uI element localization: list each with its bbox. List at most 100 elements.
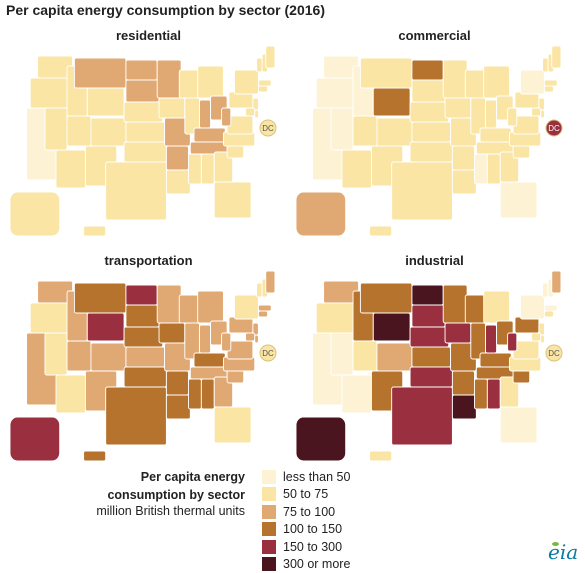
state-mt bbox=[74, 283, 126, 313]
state-wy bbox=[373, 88, 410, 116]
state-nd bbox=[412, 60, 443, 80]
state-ia bbox=[159, 98, 185, 118]
state-ak bbox=[296, 192, 346, 236]
state-mt bbox=[74, 58, 126, 88]
state-in bbox=[486, 100, 497, 128]
state-wi bbox=[179, 295, 199, 323]
state-de bbox=[541, 335, 545, 343]
map-residential: DC bbox=[6, 46, 291, 246]
eia-logo-leaf bbox=[552, 542, 559, 546]
state-ct bbox=[544, 311, 553, 317]
state-ne bbox=[410, 327, 449, 347]
state-ar bbox=[452, 146, 474, 170]
state-mn bbox=[157, 285, 181, 323]
map-panel-industrial: industrial DC bbox=[292, 253, 577, 488]
state-ky bbox=[194, 128, 225, 142]
state-ny bbox=[234, 70, 258, 94]
state-ms bbox=[188, 154, 201, 184]
state-hi bbox=[370, 226, 392, 236]
state-mn bbox=[157, 60, 181, 98]
state-ny bbox=[520, 295, 544, 319]
state-wy bbox=[87, 88, 124, 116]
state-md bbox=[246, 108, 255, 116]
state-in bbox=[200, 325, 211, 353]
state-ky bbox=[194, 353, 225, 367]
state-hi bbox=[84, 451, 106, 461]
state-ky bbox=[480, 128, 511, 142]
state-co bbox=[91, 343, 126, 371]
state-in bbox=[200, 100, 211, 128]
state-me bbox=[266, 271, 275, 293]
state-me bbox=[552, 46, 561, 68]
state-de bbox=[255, 335, 259, 343]
state-la bbox=[452, 395, 476, 419]
legend-label: 300 or more bbox=[283, 557, 350, 571]
state-la bbox=[452, 170, 476, 194]
state-ne bbox=[410, 102, 449, 122]
state-wi bbox=[465, 70, 485, 98]
state-ne bbox=[124, 102, 163, 122]
map-panel-commercial: commercial DC bbox=[292, 28, 577, 263]
state-wy bbox=[373, 313, 410, 341]
state-ny bbox=[520, 70, 544, 94]
state-vt bbox=[543, 283, 549, 297]
legend-item: less than 50 bbox=[262, 468, 350, 486]
state-wi bbox=[465, 295, 485, 323]
state-ak bbox=[10, 417, 60, 461]
state-hi bbox=[84, 226, 106, 236]
state-az bbox=[342, 150, 371, 188]
panel-title-commercial: commercial bbox=[292, 28, 577, 43]
panel-title-residential: residential bbox=[6, 28, 291, 43]
state-tx bbox=[392, 162, 453, 220]
state-ak bbox=[296, 417, 346, 461]
state-ma bbox=[544, 80, 557, 86]
state-al bbox=[201, 154, 214, 184]
legend-units: million British thermal units bbox=[96, 504, 245, 518]
state-ma bbox=[544, 305, 557, 311]
legend-swatch bbox=[262, 470, 276, 484]
state-ks bbox=[126, 122, 165, 142]
state-al bbox=[487, 154, 500, 184]
state-mt bbox=[360, 283, 412, 313]
state-tx bbox=[106, 162, 167, 220]
state-az bbox=[56, 150, 85, 188]
panel-title-industrial: industrial bbox=[292, 253, 577, 268]
panel-title-transportation: transportation bbox=[6, 253, 291, 268]
state-mn bbox=[443, 285, 467, 323]
state-in bbox=[486, 325, 497, 353]
state-ar bbox=[166, 371, 188, 395]
state-sd bbox=[412, 305, 445, 327]
state-hi bbox=[370, 451, 392, 461]
legend-item: 75 to 100 bbox=[262, 503, 350, 521]
state-or bbox=[30, 303, 70, 333]
state-co bbox=[377, 343, 412, 371]
state-ms bbox=[474, 379, 487, 409]
state-mt bbox=[360, 58, 412, 88]
state-wv bbox=[222, 333, 231, 351]
map-panel-transportation: transportation DC bbox=[6, 253, 291, 488]
state-mi bbox=[484, 66, 510, 98]
legend-label: 150 to 300 bbox=[283, 540, 342, 554]
state-md bbox=[532, 108, 541, 116]
legend-label: 100 to 150 bbox=[283, 522, 342, 536]
legend-item: 50 to 75 bbox=[262, 486, 350, 504]
dc-label: DC bbox=[262, 349, 274, 358]
state-ne bbox=[124, 327, 163, 347]
state-mi bbox=[198, 291, 224, 323]
state-sd bbox=[126, 305, 159, 327]
dc-label: DC bbox=[548, 349, 560, 358]
state-ok bbox=[410, 367, 452, 387]
state-ia bbox=[445, 323, 471, 343]
state-or bbox=[30, 78, 70, 108]
map-panel-residential: residential DC bbox=[6, 28, 291, 263]
state-mn bbox=[443, 60, 467, 98]
state-co bbox=[91, 118, 126, 146]
state-ny bbox=[234, 295, 258, 319]
legend-swatch bbox=[262, 540, 276, 554]
state-ma bbox=[258, 305, 271, 311]
state-wi bbox=[179, 70, 199, 98]
state-tx bbox=[106, 387, 167, 445]
state-ky bbox=[480, 353, 511, 367]
state-ct bbox=[258, 311, 267, 317]
